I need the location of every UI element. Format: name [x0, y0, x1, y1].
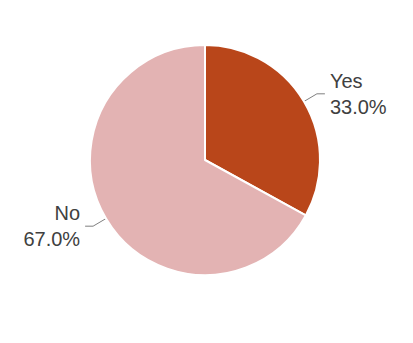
- svg-text:33.0%: 33.0%: [330, 96, 387, 118]
- svg-text:67.0%: 67.0%: [23, 228, 80, 250]
- svg-text:Yes: Yes: [330, 70, 363, 92]
- svg-text:No: No: [55, 202, 81, 224]
